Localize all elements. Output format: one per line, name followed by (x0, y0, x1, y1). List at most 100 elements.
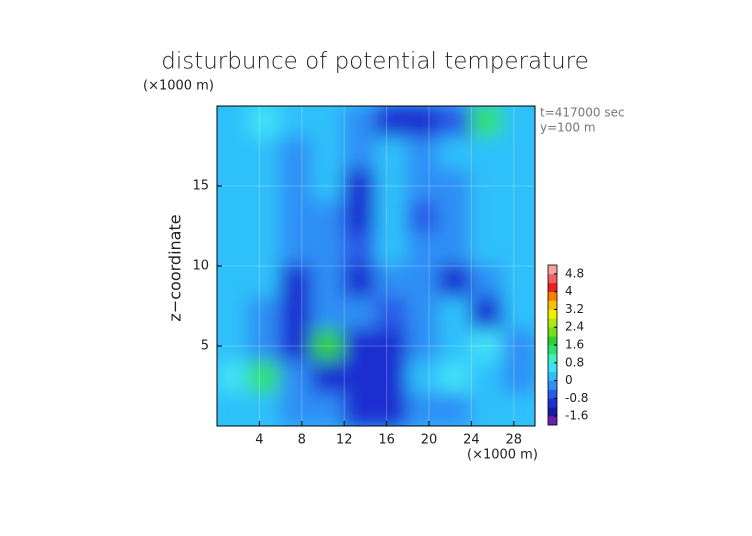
field-cell (247, 233, 282, 267)
field-cell (343, 329, 377, 363)
colorbar-tick-label: -0.8 (565, 391, 588, 405)
field-cell (217, 361, 250, 395)
field-cell (343, 106, 377, 139)
field-cell (502, 393, 535, 426)
field-cell (438, 361, 473, 395)
field-cell (406, 393, 441, 426)
field-cell (438, 137, 473, 171)
colorbar-tick-label: 0.8 (565, 355, 584, 369)
field-cell (279, 297, 314, 331)
field-cell (311, 137, 346, 171)
colorbar-band (548, 371, 557, 381)
field-cell (470, 137, 505, 171)
field-cell (470, 201, 505, 235)
field-cell (217, 169, 250, 203)
field-cell (406, 137, 441, 171)
x-unit: (×1000 m) (467, 448, 538, 463)
plot-frame (216, 105, 536, 427)
field-cell (217, 393, 250, 426)
colorbar-band (548, 380, 557, 390)
colorbar-tick-label: 4 (565, 284, 573, 298)
colorbar-band (548, 353, 557, 364)
colorbar-tick-label: 3.2 (565, 302, 584, 316)
field-cell (375, 201, 409, 235)
field-cell (502, 233, 535, 267)
colorbar-tick-label: 4.8 (565, 266, 584, 280)
field-cell (438, 329, 473, 363)
field-cell (502, 201, 535, 235)
field-cell (438, 201, 473, 235)
x-tick-label: 4 (255, 433, 263, 448)
colorbar-band (548, 273, 557, 284)
field-cell (502, 329, 535, 363)
field-cell (470, 169, 505, 203)
field-cell (406, 329, 441, 363)
field-cell (343, 137, 377, 171)
field-cell (502, 297, 535, 331)
field-cell (343, 233, 377, 267)
field-cell (375, 393, 409, 426)
colorbar-band (548, 300, 557, 310)
field-cell (311, 393, 346, 426)
field-cell (247, 169, 282, 203)
field-cell (343, 169, 377, 203)
field-cell (247, 265, 282, 299)
field-cell (502, 137, 535, 171)
colorbar-band (548, 416, 557, 426)
field-cell (311, 201, 346, 235)
colorbar-tick-label: 0 (565, 373, 573, 387)
field-cell (247, 393, 282, 426)
field-cell (375, 233, 409, 267)
field-cell (343, 361, 377, 395)
colorbar-band (548, 389, 557, 399)
field-cell (247, 201, 282, 235)
field-cell (279, 233, 314, 267)
colorbar-band (548, 362, 557, 372)
field-cell (217, 265, 250, 299)
colorbar-band (548, 345, 557, 355)
field-cell (470, 265, 505, 299)
field-cell (311, 265, 346, 299)
field-cells (217, 106, 535, 426)
field-cell (470, 361, 505, 395)
field-cell (375, 137, 409, 171)
field-cell (406, 169, 441, 203)
field-cell (217, 106, 250, 139)
field-cell (375, 361, 409, 395)
field-cell (217, 137, 250, 171)
y-tick-label: 10 (192, 259, 209, 274)
field-cell (438, 265, 473, 299)
field-cell (311, 329, 346, 363)
field-cell (279, 137, 314, 171)
colorbar-tick-label: -1.6 (565, 409, 588, 423)
y-tick-label: 15 (192, 179, 209, 194)
field-cell (311, 169, 346, 203)
field-cell (279, 106, 314, 139)
x-tick-label: 12 (336, 433, 353, 448)
field-cell (438, 106, 473, 139)
field-cell (375, 169, 409, 203)
field-cell (247, 106, 282, 139)
field-cell (470, 393, 505, 426)
field-cell (217, 297, 250, 331)
field-cell (279, 265, 314, 299)
field-cell (247, 361, 282, 395)
field (217, 106, 535, 426)
colorbar-band (548, 282, 557, 292)
field-cell (247, 329, 282, 363)
field-cell (217, 201, 250, 235)
field-cell (279, 361, 314, 395)
field-cell (406, 265, 441, 299)
field-cell (406, 361, 441, 395)
colorbar-band (548, 327, 557, 337)
field-cell (311, 233, 346, 267)
field-cell (311, 361, 346, 395)
colorbar-tick-label: 1.6 (565, 338, 584, 352)
field-cell (470, 297, 505, 331)
colorbar-band (548, 318, 557, 328)
x-tick-label: 16 (378, 433, 395, 448)
colorbar-band (548, 398, 557, 408)
field-cell (279, 329, 314, 363)
field-cell (343, 393, 377, 426)
